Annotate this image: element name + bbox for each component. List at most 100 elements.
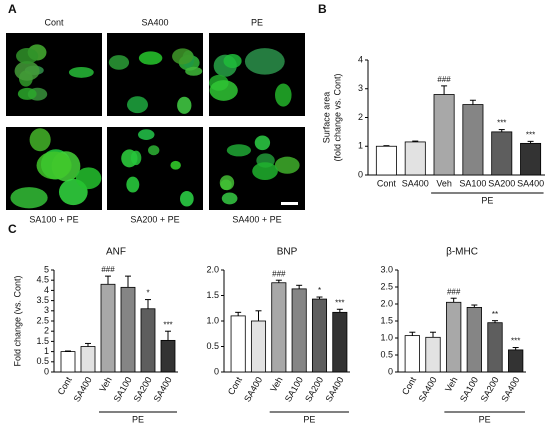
image-label: Cont bbox=[44, 17, 64, 27]
chart-title: BNP bbox=[277, 247, 298, 258]
x-tick-label: Cont bbox=[400, 375, 418, 397]
y-tick-label: 4.5 bbox=[36, 275, 49, 285]
cell bbox=[185, 66, 203, 76]
cell bbox=[17, 87, 37, 100]
cell bbox=[221, 192, 238, 205]
cell bbox=[148, 145, 160, 156]
significance-mark: *** bbox=[511, 337, 520, 346]
bar bbox=[140, 308, 156, 373]
y-tick-label: 2.0 bbox=[206, 264, 219, 274]
x-tick-label: Veh bbox=[97, 375, 113, 393]
x-tick-label: SA100 bbox=[283, 375, 305, 403]
y-tick-label: 0 bbox=[214, 366, 219, 376]
y-tick-label: 1.0 bbox=[206, 315, 219, 325]
significance-mark: ### bbox=[272, 269, 286, 278]
y-tick-label: 3.5 bbox=[36, 295, 49, 305]
bar bbox=[508, 349, 524, 373]
y-tick-label: 4 bbox=[358, 54, 363, 64]
bar bbox=[120, 286, 136, 373]
bar bbox=[80, 346, 96, 373]
cell bbox=[274, 156, 300, 174]
cell bbox=[68, 66, 94, 78]
panel-label: A bbox=[8, 2, 17, 16]
y-tick-label: 1.5 bbox=[206, 290, 219, 300]
y-tick-label: 1 bbox=[358, 141, 363, 151]
significance-mark: ** bbox=[492, 310, 498, 319]
y-tick-label: 1.5 bbox=[36, 336, 49, 346]
y-tick-label: 2 bbox=[44, 326, 49, 336]
cell bbox=[170, 160, 181, 170]
cell bbox=[226, 144, 252, 157]
group-label: PE bbox=[479, 414, 491, 424]
x-tick-label: SA200 bbox=[303, 375, 325, 403]
cell bbox=[180, 190, 194, 207]
x-tick-label: Cont bbox=[226, 375, 244, 397]
bar bbox=[520, 142, 542, 176]
panel-label: C bbox=[8, 222, 17, 236]
bar bbox=[404, 335, 420, 373]
significance-mark: ### bbox=[447, 287, 461, 296]
x-tick-label: SA200 bbox=[479, 375, 501, 403]
x-tick-label: SA400 bbox=[402, 178, 429, 188]
cell bbox=[75, 167, 102, 190]
cell bbox=[252, 162, 278, 181]
significance-mark: * bbox=[318, 286, 321, 295]
chart-title: β-MHC bbox=[446, 247, 478, 258]
bar bbox=[425, 336, 441, 373]
significance-mark: ### bbox=[437, 75, 451, 84]
cell bbox=[36, 151, 72, 180]
bar bbox=[100, 283, 116, 373]
x-tick-label: SA200 bbox=[488, 178, 515, 188]
y-axis-label: Surface area bbox=[321, 92, 331, 144]
cell bbox=[14, 61, 40, 81]
group-label: PE bbox=[481, 195, 493, 205]
panel-label: B bbox=[318, 2, 327, 16]
image-label: SA200 + PE bbox=[130, 214, 179, 224]
cell bbox=[127, 96, 148, 114]
bar bbox=[491, 131, 513, 176]
cell bbox=[223, 53, 242, 69]
image-label: PE bbox=[251, 17, 263, 27]
y-tick-label: 1.0 bbox=[380, 332, 393, 342]
image-label: SA100 + PE bbox=[29, 214, 78, 224]
cell bbox=[29, 128, 51, 152]
bar bbox=[311, 298, 328, 373]
x-tick-label: Veh bbox=[443, 375, 459, 393]
bar bbox=[404, 141, 426, 176]
y-tick-label: 0 bbox=[358, 169, 363, 179]
cell bbox=[108, 55, 130, 70]
cell bbox=[244, 48, 285, 75]
cell bbox=[172, 48, 194, 65]
x-tick-label: SA400 bbox=[72, 375, 94, 403]
significance-mark: *** bbox=[163, 320, 172, 329]
x-tick-label: SA400 bbox=[417, 375, 439, 403]
y-tick-label: 3.0 bbox=[380, 264, 393, 274]
image-label: SA400 + PE bbox=[232, 214, 281, 224]
x-tick-label: SA400 bbox=[517, 178, 544, 188]
cell bbox=[138, 129, 155, 140]
x-tick-label: SA200 bbox=[132, 375, 154, 403]
y-tick-label: 1 bbox=[44, 346, 49, 356]
bar bbox=[375, 145, 397, 176]
bar bbox=[462, 104, 484, 176]
image-label: SA400 bbox=[141, 17, 168, 27]
y-tick-label: 2.5 bbox=[36, 315, 49, 325]
bar bbox=[487, 322, 503, 373]
bar bbox=[332, 311, 348, 373]
cell bbox=[209, 80, 238, 101]
y-tick-label: 2 bbox=[358, 112, 363, 122]
y-tick-label: 0.5 bbox=[380, 349, 393, 359]
x-tick-label: Cont bbox=[56, 375, 74, 397]
group-label: PE bbox=[303, 414, 315, 424]
bar bbox=[60, 351, 76, 373]
x-tick-label: SA400 bbox=[499, 375, 521, 403]
bar bbox=[160, 339, 176, 373]
x-tick-label: SA400 bbox=[323, 375, 345, 403]
significance-mark: ### bbox=[101, 265, 115, 274]
x-tick-label: SA400 bbox=[242, 375, 264, 403]
significance-mark: * bbox=[146, 289, 149, 298]
y-tick-label: 5 bbox=[44, 264, 49, 274]
cell bbox=[219, 175, 235, 191]
significance-mark: *** bbox=[335, 298, 344, 307]
